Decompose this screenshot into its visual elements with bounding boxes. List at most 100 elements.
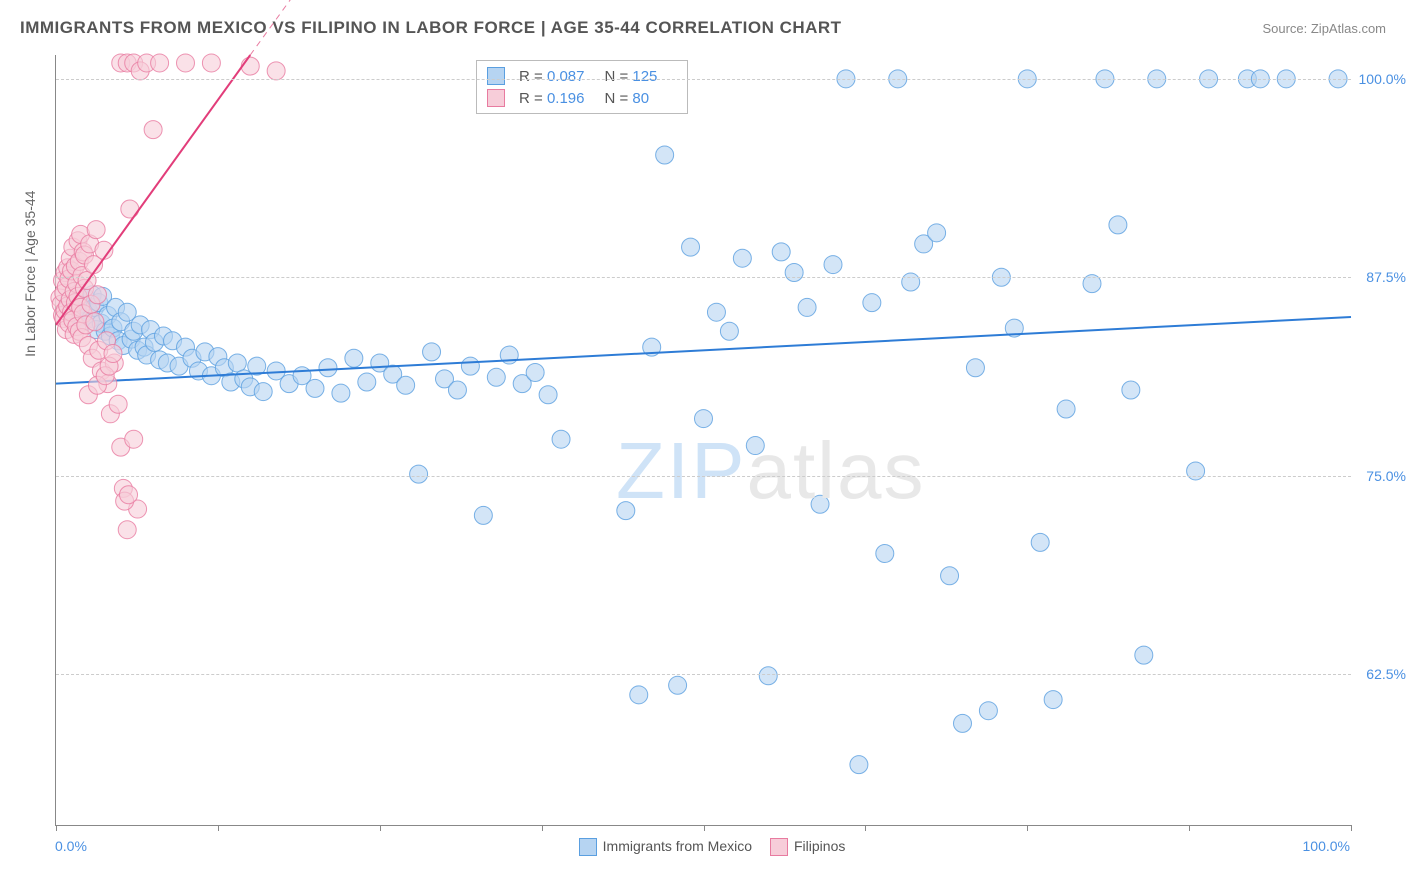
stats-text: R = 0.087 N = 125 — [519, 68, 677, 85]
trend-line — [56, 55, 250, 325]
data-point — [1122, 381, 1140, 399]
data-point — [759, 667, 777, 685]
data-point — [120, 486, 138, 504]
data-point — [125, 430, 143, 448]
data-point — [811, 495, 829, 513]
data-point — [1135, 646, 1153, 664]
data-point — [928, 224, 946, 242]
data-point — [177, 54, 195, 72]
data-point — [202, 54, 220, 72]
x-tick — [1189, 825, 1190, 831]
data-point — [254, 383, 272, 401]
x-tick — [1027, 825, 1028, 831]
data-point — [526, 364, 544, 382]
source-label: Source: ZipAtlas.com — [1262, 21, 1386, 36]
grid-line — [56, 277, 1351, 278]
data-point — [86, 313, 104, 331]
y-tick-label: 75.0% — [1356, 468, 1406, 484]
legend-label: Filipinos — [794, 838, 845, 854]
data-point — [954, 714, 972, 732]
data-point — [109, 395, 127, 413]
data-point — [630, 686, 648, 704]
data-point — [876, 545, 894, 563]
data-point — [1031, 533, 1049, 551]
data-point — [850, 756, 868, 774]
bottom-legend: Immigrants from Mexico Filipinos — [0, 838, 1406, 856]
data-point — [733, 249, 751, 267]
x-tick — [56, 825, 57, 831]
stats-text: R = 0.196 N = 80 — [519, 90, 677, 107]
data-point — [1044, 691, 1062, 709]
data-point — [695, 410, 713, 428]
stats-row: R = 0.087 N = 125 — [487, 65, 677, 87]
data-point — [798, 298, 816, 316]
data-point — [423, 343, 441, 361]
data-point — [656, 146, 674, 164]
x-tick — [704, 825, 705, 831]
x-tick — [218, 825, 219, 831]
data-point — [448, 381, 466, 399]
data-point — [979, 702, 997, 720]
data-point — [87, 221, 105, 239]
trend-line — [56, 317, 1351, 384]
grid-line — [56, 79, 1351, 80]
data-point — [121, 200, 139, 218]
legend-swatch — [487, 89, 505, 107]
chart-title: IMMIGRANTS FROM MEXICO VS FILIPINO IN LA… — [20, 18, 842, 38]
data-point — [824, 256, 842, 274]
data-point — [151, 54, 169, 72]
plot-area: ZIPatlas R = 0.087 N = 125R = 0.196 N = … — [55, 55, 1351, 826]
data-point — [228, 354, 246, 372]
data-point — [682, 238, 700, 256]
data-point — [552, 430, 570, 448]
data-point — [1109, 216, 1127, 234]
data-point — [785, 264, 803, 282]
data-point — [863, 294, 881, 312]
data-point — [319, 359, 337, 377]
y-tick-label: 100.0% — [1356, 71, 1406, 87]
data-point — [539, 386, 557, 404]
data-point — [144, 121, 162, 139]
y-axis-title: In Labor Force | Age 35-44 — [22, 191, 38, 357]
data-point — [746, 437, 764, 455]
data-point — [397, 376, 415, 394]
data-point — [474, 506, 492, 524]
x-tick — [865, 825, 866, 831]
grid-line — [56, 476, 1351, 477]
data-point — [617, 502, 635, 520]
x-tick — [380, 825, 381, 831]
data-point — [1187, 462, 1205, 480]
data-point — [104, 344, 122, 362]
data-point — [669, 676, 687, 694]
x-tick — [1351, 825, 1352, 831]
stats-legend-box: R = 0.087 N = 125 R = 0.196 N = 80 — [476, 60, 688, 114]
x-tick — [542, 825, 543, 831]
data-point — [332, 384, 350, 402]
data-point — [772, 243, 790, 261]
legend-swatch — [770, 838, 788, 856]
data-point — [707, 303, 725, 321]
legend-label: Immigrants from Mexico — [603, 838, 752, 854]
stats-row: R = 0.196 N = 80 — [487, 87, 677, 109]
data-point — [410, 465, 428, 483]
grid-line — [56, 674, 1351, 675]
data-point — [1057, 400, 1075, 418]
data-point — [966, 359, 984, 377]
data-point — [720, 322, 738, 340]
data-point — [345, 349, 363, 367]
data-point — [267, 62, 285, 80]
data-point — [941, 567, 959, 585]
chart-svg — [56, 55, 1351, 825]
data-point — [358, 373, 376, 391]
data-point — [306, 379, 324, 397]
data-point — [487, 368, 505, 386]
legend-swatch — [487, 67, 505, 85]
data-point — [241, 57, 259, 75]
data-point — [461, 357, 479, 375]
y-tick-label: 87.5% — [1356, 269, 1406, 285]
data-point — [118, 521, 136, 539]
data-point — [902, 273, 920, 291]
legend-swatch — [579, 838, 597, 856]
y-tick-label: 62.5% — [1356, 666, 1406, 682]
data-point — [88, 286, 106, 304]
